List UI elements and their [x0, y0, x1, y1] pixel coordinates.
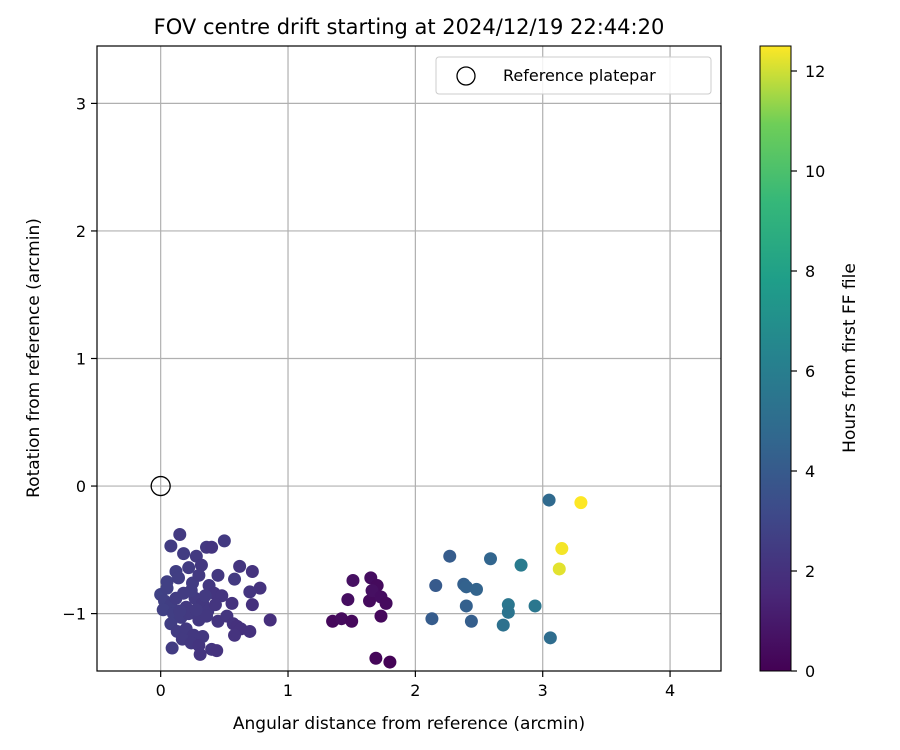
x-tick-label: 1	[283, 681, 293, 700]
colorbar-label: Hours from first FF file	[840, 263, 860, 453]
y-axis-ticks: −1 0 1 2 3	[62, 94, 97, 624]
data-point	[233, 559, 247, 573]
data-point	[514, 558, 528, 572]
data-point	[172, 571, 186, 585]
y-axis-label: Rotation from reference (arcmin)	[24, 218, 44, 498]
legend-marker-reference	[456, 66, 476, 86]
data-point	[193, 647, 207, 661]
data-point	[184, 584, 198, 598]
data-point	[496, 618, 510, 632]
data-point	[228, 572, 242, 586]
data-point	[263, 613, 277, 627]
data-point	[205, 540, 219, 554]
data-point	[164, 539, 178, 553]
data-point	[182, 561, 196, 575]
y-tick-label: 1	[76, 350, 86, 369]
colorbar-tick-label: 10	[805, 162, 825, 181]
data-point	[345, 614, 359, 628]
chart-title: FOV centre drift starting at 2024/12/19 …	[154, 15, 665, 39]
data-point	[192, 568, 206, 582]
data-point	[543, 631, 557, 645]
data-point	[253, 581, 267, 595]
colorbar-tick-label: 4	[805, 462, 815, 481]
data-point	[225, 596, 239, 610]
data-point	[374, 609, 388, 623]
y-tick-label: 2	[76, 222, 86, 241]
data-point	[443, 549, 457, 563]
data-point	[208, 598, 222, 612]
data-point	[160, 581, 174, 595]
data-point	[243, 585, 257, 599]
data-point	[189, 603, 203, 617]
colorbar: 0 2 4 6 8 10 12 Hours from first FF file	[759, 45, 860, 681]
data-point	[228, 628, 242, 642]
data-point	[429, 579, 443, 593]
data-point	[383, 655, 397, 669]
x-axis-label: Angular distance from reference (arcmin)	[233, 714, 585, 734]
x-axis-ticks: 0 1 2 3 4	[156, 671, 675, 700]
data-point	[341, 593, 355, 607]
x-tick-label: 4	[665, 681, 675, 700]
data-point	[363, 594, 377, 608]
data-point	[459, 580, 473, 594]
data-point	[173, 528, 187, 542]
reference-platepar-marker	[150, 475, 171, 497]
data-point	[552, 562, 566, 576]
data-point	[464, 614, 478, 628]
data-point	[177, 547, 191, 561]
y-tick-label: 0	[76, 477, 86, 496]
data-point	[555, 542, 569, 556]
data-point	[379, 596, 393, 610]
data-point	[469, 582, 483, 596]
data-point	[200, 609, 214, 623]
data-point	[425, 612, 439, 626]
legend-label: Reference platepar	[503, 66, 656, 85]
data-point	[484, 552, 498, 566]
data-point	[459, 599, 473, 613]
data-point	[528, 599, 542, 613]
data-point	[245, 565, 259, 579]
data-point	[165, 641, 179, 655]
x-tick-label: 0	[156, 681, 166, 700]
data-point	[542, 493, 556, 507]
legend: Reference platepar	[435, 56, 712, 95]
colorbar-tick-label: 2	[805, 562, 815, 581]
data-point	[501, 605, 515, 619]
data-point	[210, 644, 224, 658]
data-point	[211, 568, 225, 582]
x-tick-label: 2	[410, 681, 420, 700]
colorbar-tick-label: 12	[805, 62, 825, 81]
data-point	[198, 589, 212, 603]
colorbar-gradient	[759, 45, 792, 672]
legend-box	[435, 56, 712, 95]
data-point	[335, 612, 349, 626]
y-tick-label: 3	[76, 94, 86, 113]
data-point	[194, 558, 208, 572]
data-point	[574, 496, 588, 510]
data-point	[156, 603, 170, 617]
data-point	[243, 624, 257, 638]
data-point	[245, 598, 259, 612]
y-tick-label: −1	[62, 605, 86, 624]
x-tick-label: 3	[538, 681, 548, 700]
data-points	[150, 475, 588, 669]
colorbar-tick-label: 8	[805, 262, 815, 281]
colorbar-tick-label: 0	[805, 662, 815, 681]
data-point	[173, 604, 187, 618]
data-point	[346, 573, 360, 587]
data-point	[217, 534, 231, 548]
data-point	[369, 651, 383, 665]
colorbar-ticks: 0 2 4 6 8 10 12	[791, 62, 825, 681]
colorbar-tick-label: 6	[805, 362, 815, 381]
